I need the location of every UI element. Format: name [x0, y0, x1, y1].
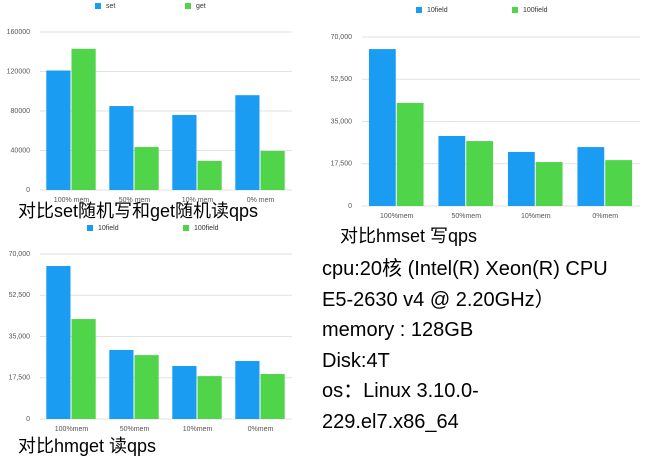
- bar: [605, 160, 633, 206]
- chart-caption: 对比hmget 读qps: [18, 436, 156, 456]
- spec-line: os：Linux 3.10.0-: [322, 380, 479, 402]
- y-tick-label: 52,500: [9, 292, 31, 299]
- bar: [172, 114, 197, 190]
- x-tick-label: 100% mem: [54, 197, 90, 204]
- spec-line: 229.el7.x86_64: [322, 410, 459, 433]
- legend-swatch: [95, 3, 101, 9]
- legend-swatch: [87, 225, 93, 231]
- y-tick-label: 17,500: [9, 375, 31, 382]
- x-tick-label: 0%mem: [592, 213, 618, 220]
- bar: [466, 141, 494, 206]
- bar: [197, 160, 222, 190]
- x-tick-label: 10%mem: [183, 426, 213, 433]
- legend-label: 100field: [194, 225, 219, 232]
- y-tick-label: 35,000: [331, 118, 353, 125]
- legend-label: 10field: [98, 225, 119, 232]
- bar: [507, 151, 535, 206]
- legend-label: 10field: [427, 7, 448, 14]
- y-tick-label: 40000: [11, 147, 31, 154]
- bar: [46, 70, 71, 190]
- x-tick-label: 100%mem: [55, 426, 89, 433]
- legend-swatch: [512, 7, 518, 13]
- spec-line: cpu:20核 (Intel(R) Xeon(R) CPU: [322, 258, 608, 280]
- y-tick-label: 120000: [7, 68, 30, 75]
- y-tick-label: 70,000: [331, 34, 353, 41]
- x-tick-label: 50%mem: [451, 213, 481, 220]
- bar: [71, 48, 96, 190]
- bar: [46, 266, 71, 419]
- bar: [368, 49, 396, 207]
- x-tick-label: 50%mem: [120, 426, 150, 433]
- bar: [197, 376, 222, 419]
- spec-line: Disk:4T: [322, 349, 390, 372]
- y-tick-label: 160000: [7, 29, 30, 36]
- bar: [71, 319, 96, 419]
- bar: [134, 147, 159, 190]
- y-tick-label: 80000: [11, 108, 31, 115]
- legend-swatch: [185, 3, 191, 9]
- chart-caption: 对比hmset 写qps: [340, 226, 477, 246]
- y-tick-label: 52,500: [331, 76, 353, 83]
- bar: [396, 102, 424, 206]
- y-tick-label: 0: [348, 203, 352, 210]
- bar: [260, 373, 285, 419]
- y-tick-label: 17,500: [331, 161, 353, 168]
- y-tick-label: 0: [26, 187, 30, 194]
- x-tick-label: 0% mem: [247, 197, 275, 204]
- spec-line: E5-2630 v4 @ 2.20GHz）: [322, 288, 555, 311]
- bar: [109, 106, 134, 190]
- legend-swatch: [416, 7, 422, 13]
- legend-label: get: [196, 3, 206, 10]
- bar: [260, 150, 285, 190]
- legend-label: 100field: [523, 7, 548, 14]
- legend-label: set: [106, 3, 115, 10]
- bar: [577, 147, 605, 206]
- y-tick-label: 70,000: [9, 251, 31, 258]
- x-tick-label: 100%mem: [380, 213, 414, 220]
- spec-line: memory : 128GB: [322, 319, 474, 341]
- y-tick-label: 35,000: [9, 333, 31, 340]
- x-tick-label: 10%mem: [521, 213, 551, 220]
- bar: [235, 361, 260, 419]
- specs: cpu:20核 (Intel(R) Xeon(R) CPU E5-2630 v4 …: [322, 254, 608, 437]
- bar: [134, 355, 159, 419]
- bar: [172, 365, 197, 419]
- chart-caption: 对比set随机写和get随机读qps: [18, 201, 258, 221]
- bar: [235, 95, 260, 190]
- y-tick-label: 0: [26, 416, 30, 423]
- x-tick-label: 50% mem: [119, 197, 151, 204]
- bar: [438, 135, 466, 206]
- bar: [109, 349, 134, 419]
- legend-swatch: [183, 225, 189, 231]
- x-tick-label: 10% mem: [182, 197, 214, 204]
- bar: [535, 162, 563, 206]
- x-tick-label: 0%mem: [248, 426, 274, 433]
